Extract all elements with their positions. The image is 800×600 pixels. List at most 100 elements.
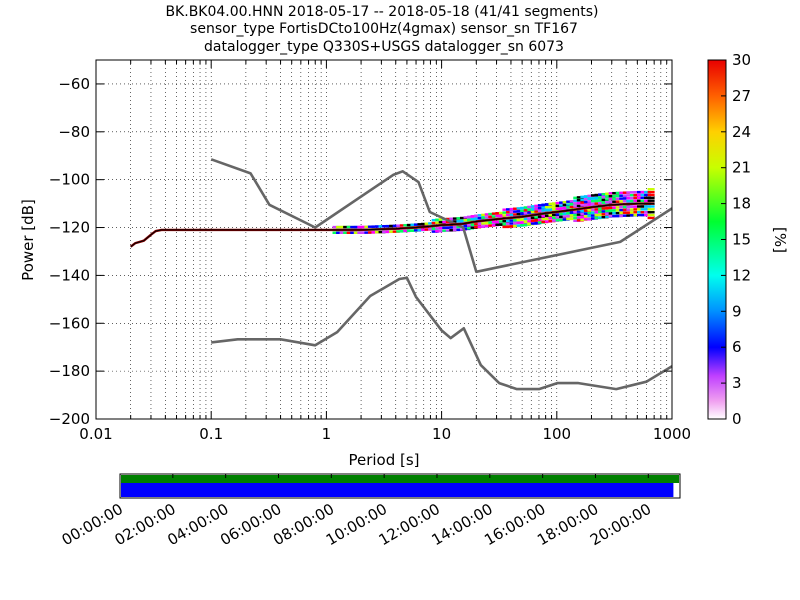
histogram-cell: [583, 198, 591, 201]
histogram-cell: [491, 223, 499, 227]
histogram-cell: [580, 210, 588, 213]
histogram-cell: [590, 211, 598, 214]
histogram-cell: [421, 222, 429, 226]
histogram-cell: [562, 218, 570, 221]
histogram-cell: [580, 201, 588, 204]
histogram-cell: [636, 190, 644, 194]
histogram-cell: [644, 211, 652, 214]
histogram-cell: [544, 220, 552, 223]
histogram-cell: [417, 228, 425, 232]
x-tick-label: 0.1: [199, 425, 223, 443]
histogram-cell: [601, 213, 609, 216]
histogram-cell: [481, 222, 489, 225]
histogram-cell: [619, 208, 627, 212]
histogram-cell: [509, 225, 517, 228]
histogram-cell: [594, 199, 602, 202]
histogram-cell: [544, 217, 552, 220]
histogram-cell: [520, 209, 528, 213]
histogram-cell: [612, 197, 620, 201]
histogram-cell: [647, 190, 655, 194]
histogram-cell: [555, 213, 563, 216]
histogram-cell: [505, 219, 513, 223]
histogram-cell: [615, 200, 623, 203]
histogram-cell: [530, 205, 538, 208]
histogram-cell: [527, 220, 535, 223]
histogram-cell: [598, 199, 606, 202]
colorbar: 0 3 6 9 12 15 18 21 24 27 30 [%]: [707, 51, 789, 428]
histogram-cell: [569, 200, 577, 203]
histogram-cell: [523, 217, 531, 221]
histogram-cell: [435, 221, 443, 224]
histogram-cell: [378, 230, 386, 234]
histogram-cell: [552, 205, 560, 208]
histogram-cell: [534, 207, 542, 210]
histogram-cell: [633, 190, 641, 194]
histogram-cell: [541, 220, 549, 224]
histogram-cell: [389, 230, 397, 233]
histogram-cell: [495, 212, 503, 215]
histogram-cell: [569, 217, 577, 220]
histogram-cell: [520, 218, 528, 221]
histogram-cell: [495, 220, 503, 224]
histogram-cell: [498, 223, 506, 226]
histogram-cell: [608, 215, 616, 218]
histogram-cell: [534, 218, 542, 222]
histogram-cell: [523, 223, 531, 226]
histogram-cell: [428, 227, 436, 231]
histogram-cell: [389, 224, 397, 228]
histogram-cell: [619, 197, 627, 200]
histogram-cell: [459, 216, 467, 220]
histogram-cell: [629, 199, 637, 203]
histogram-cell: [375, 231, 383, 234]
histogram-cell: [559, 201, 567, 204]
histogram-cell: [573, 202, 581, 205]
y-tick-label: −100: [49, 171, 90, 189]
histogram-cell: [594, 213, 602, 217]
histogram-cell: [590, 199, 598, 203]
histogram-cell: [608, 212, 616, 215]
histogram-cell: [640, 190, 648, 194]
histogram-cell: [534, 216, 542, 219]
histogram-cell: [601, 198, 609, 202]
histogram-cell: [343, 225, 351, 229]
histogram-cell: [495, 214, 503, 218]
colorbar-tick-label: 3: [732, 374, 742, 392]
histogram-cell: [484, 224, 492, 228]
histogram-cell: [336, 225, 344, 229]
histogram-cell: [566, 206, 574, 209]
histogram-cell: [633, 196, 641, 200]
histogram-cell: [523, 220, 531, 224]
histogram-cell: [566, 203, 574, 206]
histogram-cell: [392, 224, 400, 228]
histogram-cell: [463, 216, 471, 219]
histogram-cell: [598, 201, 606, 205]
colorbar-tick-label: 12: [732, 266, 751, 284]
histogram-cell: [605, 192, 613, 195]
histogram-cell: [608, 197, 616, 201]
histogram-cell: [474, 225, 482, 229]
histogram-cell: [548, 219, 556, 223]
histogram-cell: [509, 207, 517, 211]
histogram-cell: [456, 217, 464, 220]
histogram-cell: [562, 215, 570, 218]
histogram-cell: [442, 229, 450, 232]
histogram-cell: [640, 199, 648, 202]
histogram-cell: [452, 228, 460, 232]
histogram-cell: [431, 221, 439, 225]
histogram-cell: [424, 222, 432, 225]
histogram-cell: [566, 211, 574, 215]
histogram-cell: [438, 218, 446, 221]
histogram-cell: [548, 205, 556, 208]
histogram-cell: [534, 210, 542, 213]
histogram-cell: [629, 208, 637, 211]
histogram-cell: [619, 194, 627, 197]
histogram-cell: [612, 191, 620, 195]
histogram-cell: [382, 230, 390, 234]
histogram-cell: [636, 211, 644, 214]
histogram-cell: [537, 209, 545, 213]
histogram-cell: [516, 212, 524, 216]
histogram-cell: [477, 216, 485, 220]
histogram-cell: [502, 222, 510, 226]
histogram-cell: [647, 188, 655, 191]
histogram-cell: [647, 199, 655, 202]
